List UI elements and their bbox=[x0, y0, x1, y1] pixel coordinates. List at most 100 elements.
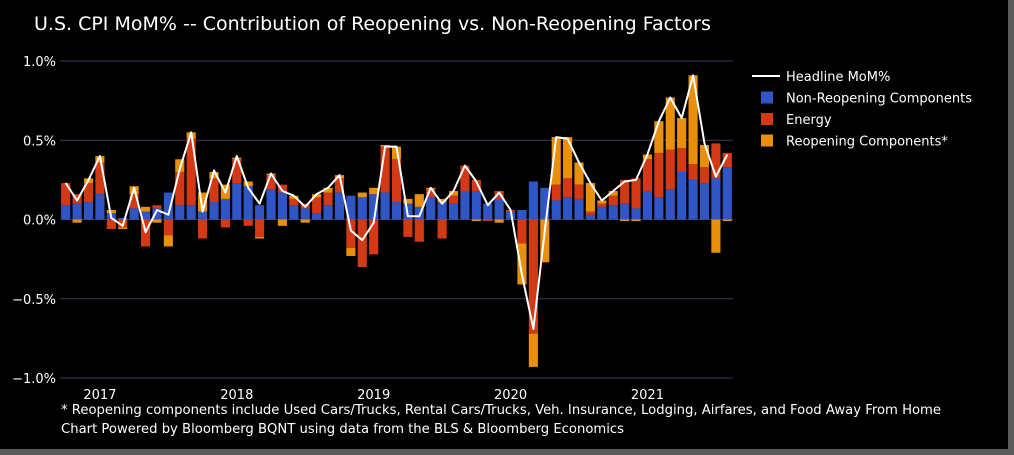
bar-segment bbox=[243, 219, 253, 226]
bar-segment bbox=[688, 179, 698, 220]
bar-segment bbox=[198, 211, 208, 220]
bar-segment bbox=[437, 219, 447, 239]
bar-segment bbox=[95, 194, 105, 220]
bar-segment bbox=[540, 219, 550, 263]
bar-segment bbox=[426, 189, 436, 198]
bar-segment bbox=[642, 190, 653, 220]
bar-segment bbox=[243, 181, 253, 187]
bar-segment bbox=[688, 75, 698, 165]
bar-segment bbox=[677, 171, 687, 220]
bar-segment bbox=[118, 217, 128, 220]
bar-segment bbox=[597, 206, 607, 220]
bar-segment bbox=[448, 203, 459, 220]
bar-segment bbox=[277, 219, 287, 226]
headline-line bbox=[64, 74, 729, 330]
bar-segment bbox=[517, 209, 527, 220]
bar-segment bbox=[620, 203, 630, 220]
bar-segment bbox=[437, 198, 447, 203]
bar-segment bbox=[277, 184, 287, 193]
legend-label: Reopening Components* bbox=[786, 135, 948, 150]
bar-segment bbox=[642, 154, 653, 160]
bar-segment bbox=[414, 194, 424, 207]
bar-segment bbox=[608, 195, 618, 206]
bar-segment bbox=[471, 190, 481, 220]
bar-segment bbox=[391, 146, 402, 160]
bar-segment bbox=[585, 214, 595, 220]
bar-segment bbox=[118, 227, 128, 230]
bar-segment bbox=[574, 184, 584, 199]
bar-segment bbox=[334, 192, 345, 220]
bar-segment bbox=[631, 178, 641, 209]
bar-segment bbox=[414, 206, 424, 220]
bar-segment bbox=[209, 178, 219, 203]
bar-segment bbox=[414, 219, 424, 242]
bar-segment bbox=[665, 189, 675, 220]
bar-segment bbox=[209, 202, 219, 220]
bar-segment bbox=[300, 208, 310, 220]
bar-segment bbox=[483, 203, 493, 220]
window-edge-bottom bbox=[0, 449, 1014, 455]
window-edge-right bbox=[1008, 0, 1014, 455]
y-axis-ticks: 1.0% 0.5% 0.0% −0.5% −1.0% bbox=[12, 55, 56, 387]
bar-segment bbox=[369, 194, 379, 220]
bar-segment bbox=[471, 179, 481, 191]
bar-segment bbox=[186, 205, 196, 220]
bar-segment bbox=[289, 198, 299, 206]
bar-segment bbox=[711, 143, 721, 179]
bar-segment bbox=[551, 184, 561, 201]
bar-segment bbox=[163, 219, 173, 236]
bar-segment bbox=[585, 211, 595, 215]
bar-segment bbox=[722, 152, 732, 168]
chart-title: U.S. CPI MoM% -- Contribution of Reopeni… bbox=[34, 13, 711, 35]
bar-segment bbox=[597, 203, 607, 207]
legend-label: Non-Reopening Components bbox=[786, 92, 972, 107]
bar-segment bbox=[346, 248, 356, 256]
bar-segment bbox=[460, 190, 470, 220]
x-tick-label: 2017 bbox=[83, 388, 116, 403]
x-tick-label: 2019 bbox=[357, 388, 390, 403]
bar-segment bbox=[448, 190, 459, 196]
bar-segment bbox=[677, 148, 687, 172]
x-tick-label: 2018 bbox=[220, 388, 253, 403]
bar-segment bbox=[357, 192, 367, 198]
bar-segment bbox=[426, 197, 436, 220]
bar-segment bbox=[528, 219, 538, 334]
bar-segment bbox=[72, 203, 82, 220]
bar-segment bbox=[642, 159, 653, 191]
bar-segment bbox=[163, 235, 173, 247]
bar-segment bbox=[140, 206, 151, 212]
bar-segment bbox=[198, 192, 208, 212]
bar-segment bbox=[380, 192, 390, 220]
footnote-source: Chart Powered by Bloomberg BQNT using da… bbox=[61, 422, 625, 437]
bar-segment bbox=[61, 205, 71, 220]
bar-segment bbox=[175, 171, 185, 206]
bar-segment bbox=[346, 219, 356, 249]
bar-segment bbox=[300, 219, 310, 223]
bar-segment bbox=[699, 183, 710, 220]
bar-segment bbox=[129, 194, 139, 209]
bar-segment bbox=[152, 208, 162, 220]
bar-segment bbox=[403, 198, 413, 204]
bar-segment bbox=[722, 167, 732, 220]
bar-segment bbox=[528, 181, 538, 220]
bar-segment bbox=[665, 149, 675, 190]
bar-segment bbox=[83, 183, 94, 203]
bar-segment bbox=[608, 190, 618, 196]
bar-segment bbox=[563, 137, 573, 179]
bar-segment bbox=[391, 159, 402, 203]
bar-segment bbox=[357, 219, 367, 268]
bar-segment bbox=[448, 195, 459, 204]
bar-segment bbox=[312, 213, 322, 220]
bar-segment bbox=[471, 219, 481, 222]
bar-segment bbox=[323, 205, 333, 220]
footnote-reopening: * Reopening components include Used Cars… bbox=[61, 403, 942, 418]
bar-segment bbox=[266, 175, 276, 190]
bar-segment bbox=[403, 219, 413, 237]
bar-segment bbox=[232, 183, 242, 220]
headline-line-layer bbox=[64, 74, 729, 330]
legend-label: Headline MoM% bbox=[786, 70, 890, 85]
bar-segment bbox=[323, 192, 333, 206]
bar-segment bbox=[346, 195, 356, 220]
